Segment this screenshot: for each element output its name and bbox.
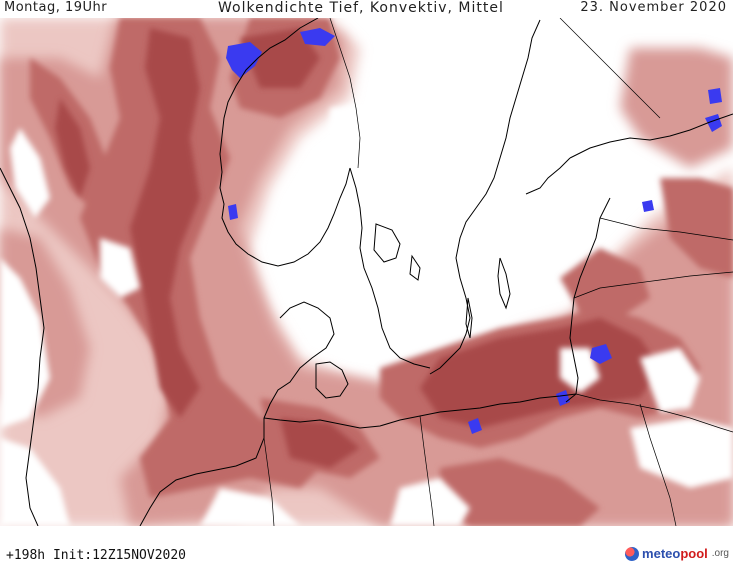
weather-map[interactable] xyxy=(0,18,733,526)
cloud-dark-layer xyxy=(55,28,660,468)
header-bar: Montag, 19Uhr Wolkendichte Tief, Konvekt… xyxy=(0,0,733,18)
meteopool-logo-icon xyxy=(625,546,640,561)
logo-wordmark: meteopool xyxy=(642,546,708,561)
coastlines xyxy=(0,18,733,526)
map-title: Wolkendichte Tief, Konvektiv, Mittel xyxy=(218,0,504,16)
meteopool-logo[interactable]: meteopool .org xyxy=(625,546,729,561)
country-borders xyxy=(263,18,733,526)
footer-bar: +198h Init:12Z15NOV2020 meteopool .org xyxy=(0,526,733,566)
model-init-time: +198h Init:12Z15NOV2020 xyxy=(6,548,187,563)
logo-tld: .org xyxy=(711,548,729,559)
cloud-free-areas xyxy=(0,88,733,526)
forecast-time: Montag, 19Uhr xyxy=(4,0,108,15)
logo-brand-a: meteo xyxy=(642,546,681,561)
cloud-density-layer xyxy=(0,18,733,526)
forecast-date: 23. November 2020 xyxy=(580,0,727,15)
logo-brand-b: pool xyxy=(680,546,708,561)
